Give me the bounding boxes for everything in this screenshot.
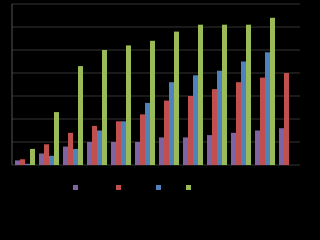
bar (159, 137, 164, 165)
bar (174, 31, 179, 165)
bar (236, 82, 241, 165)
bar (265, 52, 270, 165)
bar (169, 82, 174, 165)
bar (30, 148, 35, 165)
bar (198, 24, 203, 166)
bar (255, 130, 260, 165)
page: {"chart_data": {"type": "bar", "categori… (11, 3, 300, 190)
bar (15, 160, 20, 165)
bar (260, 77, 265, 165)
bar (102, 50, 107, 165)
bar (63, 146, 68, 165)
bar (231, 132, 236, 165)
bar (49, 155, 54, 165)
legend-swatch (186, 185, 191, 190)
bar (164, 100, 169, 165)
bar (145, 102, 150, 165)
bar (44, 144, 49, 165)
bar (92, 125, 97, 165)
bar (111, 142, 116, 165)
bar (97, 130, 102, 165)
bar (241, 61, 246, 165)
bar (25, 163, 30, 165)
bar (222, 24, 227, 166)
bar (20, 159, 25, 165)
bar (188, 96, 193, 165)
bar (73, 148, 78, 165)
bar (212, 89, 217, 165)
legend-swatch (116, 185, 121, 190)
bar (121, 121, 126, 165)
bar (279, 128, 284, 165)
bar (135, 142, 140, 165)
legend-swatch (73, 185, 78, 190)
bar (116, 121, 121, 165)
chart (11, 3, 300, 190)
bar (140, 114, 145, 165)
bar (150, 40, 155, 165)
bar (183, 137, 188, 165)
bar (126, 45, 131, 165)
bar (217, 70, 222, 165)
bar (68, 132, 73, 165)
bar (87, 142, 92, 165)
legend-swatch (156, 185, 161, 190)
bar (39, 153, 44, 165)
bar (78, 66, 83, 165)
bar (54, 112, 59, 165)
bar (270, 17, 275, 165)
bar (193, 75, 198, 165)
bar (246, 24, 251, 166)
bar (207, 135, 212, 165)
bar (284, 73, 289, 165)
